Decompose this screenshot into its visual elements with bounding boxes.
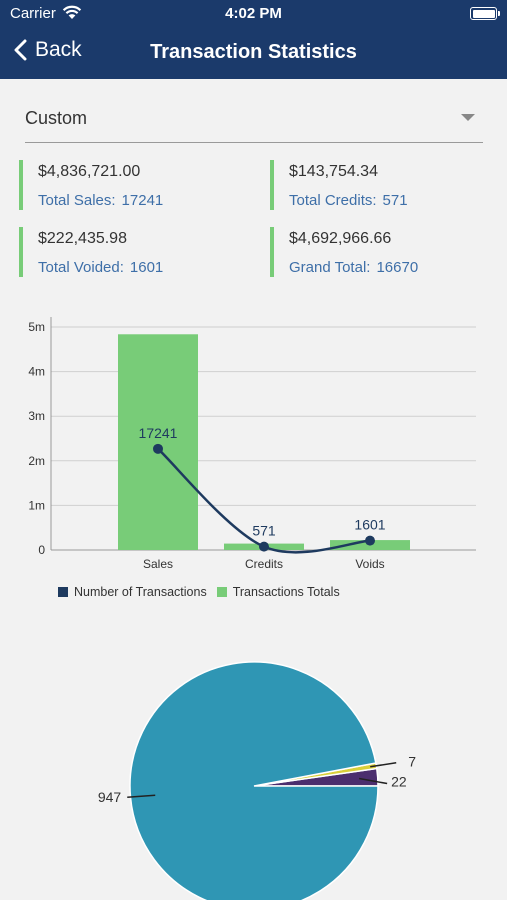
- grand-total-amount: $4,692,966.66: [289, 230, 392, 247]
- line-point: [153, 443, 163, 454]
- pie-label: 947: [98, 789, 122, 805]
- pie-leader-line: [127, 794, 156, 798]
- legend-item-totals: Transactions Totals: [216, 585, 340, 599]
- grand-total-label: Grand Total:: [289, 259, 371, 276]
- pie-label: 22: [391, 774, 407, 790]
- wifi-icon: [62, 5, 82, 19]
- grand-total-count: 16670: [376, 259, 419, 276]
- total-sales-count: 17241: [121, 192, 164, 209]
- legend-swatch-navy: [58, 587, 68, 597]
- pie-leader-line: [370, 762, 397, 768]
- total-sales-stat: $4,836,721.00 Total Sales: 17241: [19, 160, 219, 210]
- total-credits-count: 571: [382, 192, 408, 209]
- y-tick-label: 2m: [28, 454, 45, 468]
- line-data-label: 1601: [354, 517, 385, 533]
- y-tick-label: 1m: [28, 498, 45, 512]
- legend-swatch-green: [216, 587, 227, 597]
- x-tick-label: Sales: [143, 557, 173, 571]
- bar-sales: [118, 334, 198, 550]
- y-tick-label: 5m: [28, 320, 45, 334]
- line-data-label: 571: [252, 523, 276, 539]
- legend-label-transactions: Number of Transactions: [74, 585, 207, 599]
- line-data-label: 17241: [139, 425, 178, 441]
- y-tick-label: 0: [38, 543, 45, 557]
- dropdown-selected-value: Custom: [25, 108, 88, 128]
- total-sales-label: Total Sales:: [38, 192, 116, 209]
- total-voided-stat: $222,435.98 Total Voided: 1601: [19, 227, 219, 277]
- chevron-left-icon: [14, 39, 27, 61]
- chart-legend: Number of Transactions Transactions Tota…: [58, 585, 350, 599]
- status-bar: Carrier 4:02 PM: [0, 0, 507, 28]
- navigation-header: Carrier 4:02 PM Back Transaction Statist…: [0, 0, 507, 79]
- total-sales-amount: $4,836,721.00: [38, 163, 141, 180]
- y-tick-label: 3m: [28, 409, 45, 423]
- pie-leader-line: [359, 777, 388, 785]
- line-point: [365, 535, 375, 546]
- grand-total-stat: $4,692,966.66 Grand Total: 16670: [270, 227, 470, 277]
- chevron-down-icon: [461, 114, 475, 121]
- total-credits-label: Total Credits:: [289, 192, 377, 209]
- transactions-combo-chart: 0 1m 2m 3m 4m 5m Sales Credits Voids 17241 571 1601: [28, 317, 476, 571]
- legend-item-transactions: Number of Transactions: [58, 585, 207, 599]
- total-voided-amount: $222,435.98: [38, 230, 127, 247]
- total-credits-amount: $143,754.34: [289, 163, 378, 180]
- date-range-dropdown[interactable]: Custom: [25, 97, 483, 143]
- y-tick-label: 4m: [28, 365, 45, 379]
- back-label: Back: [35, 38, 82, 61]
- legend-label-totals: Transactions Totals: [232, 585, 340, 599]
- x-tick-label: Voids: [355, 557, 384, 571]
- carrier-label: Carrier: [10, 5, 56, 22]
- transactions-pie-chart: 227 947: [98, 661, 416, 900]
- total-credits-stat: $143,754.34 Total Credits: 571: [270, 160, 470, 210]
- total-voided-count: 1601: [129, 259, 164, 276]
- battery-icon: [470, 7, 500, 20]
- page-title: Transaction Statistics: [150, 41, 357, 63]
- back-button[interactable]: Back: [14, 38, 82, 62]
- pie-label: 7: [408, 754, 416, 770]
- total-voided-label: Total Voided:: [38, 259, 124, 276]
- line-point: [259, 541, 269, 552]
- status-time: 4:02 PM: [225, 5, 282, 22]
- x-tick-label: Credits: [245, 557, 283, 571]
